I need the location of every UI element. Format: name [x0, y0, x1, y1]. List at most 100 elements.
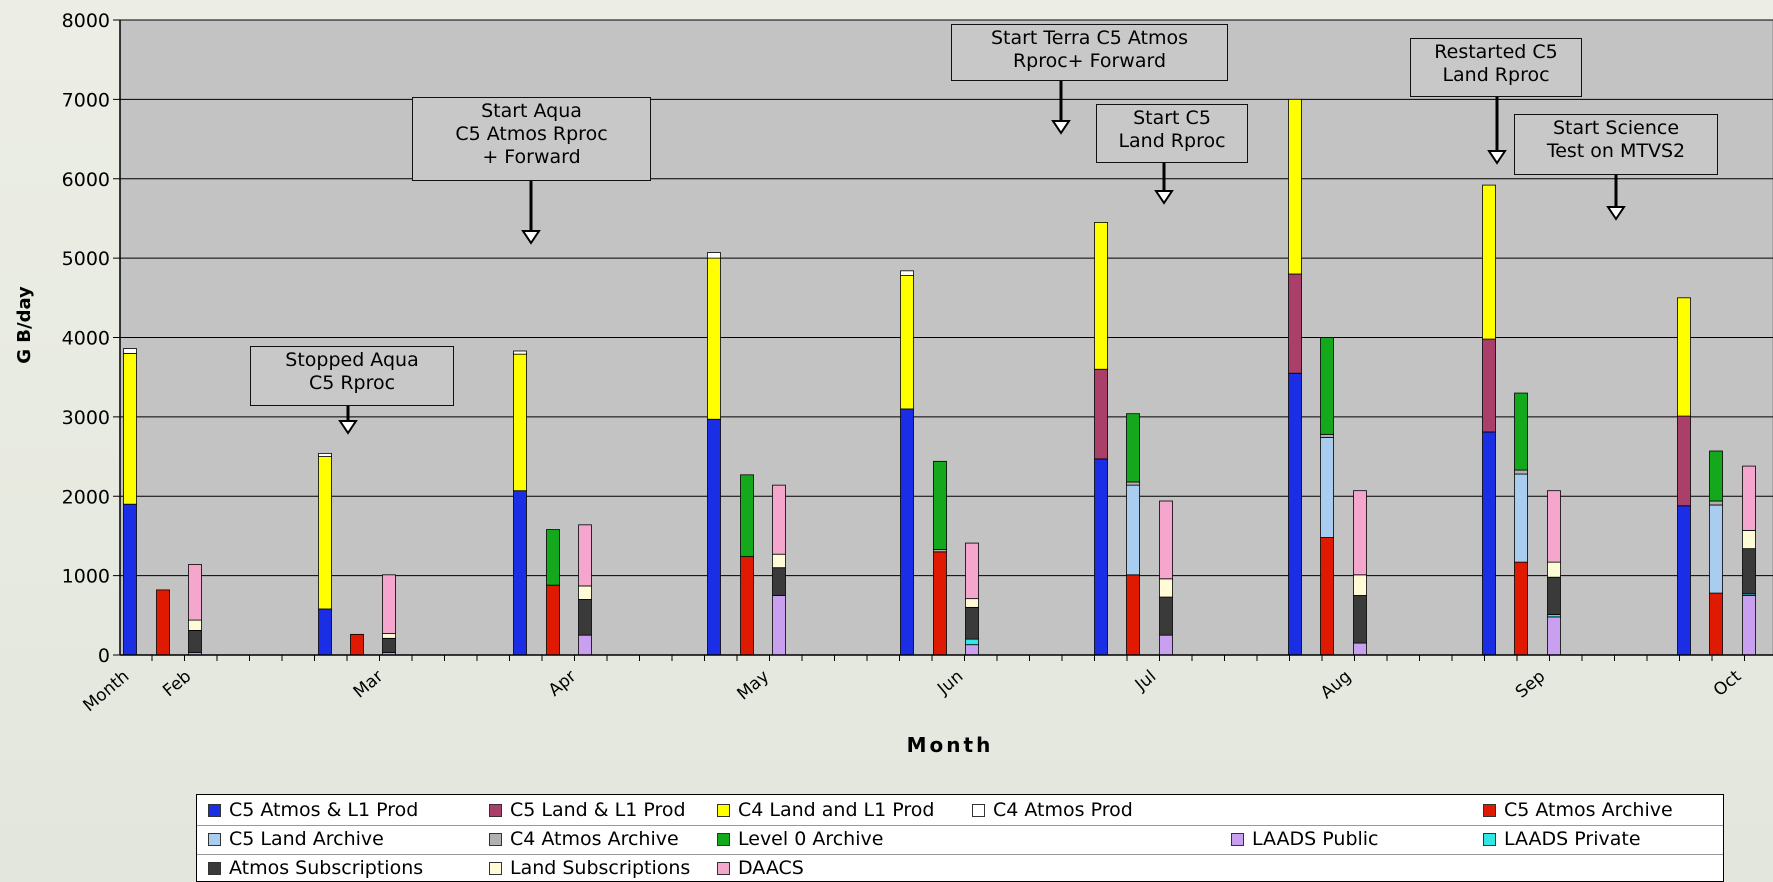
bar-feb-land-subscriptions [188, 619, 202, 631]
y-tick-label: 6000 [62, 169, 110, 191]
bar-sep-daacs [1547, 490, 1561, 563]
bar-oct-level-0-archive [1709, 450, 1723, 502]
bar-mar-c5-atmos-archive [350, 633, 364, 656]
bar-apr-land-subscriptions [578, 585, 592, 600]
bar-jun-daacs [965, 542, 979, 600]
y-tick-label: 2000 [62, 486, 110, 508]
y-axis-label: G B/day [14, 286, 35, 364]
bar-oct-laads-public [1742, 595, 1756, 656]
bar-mar-c4-land-and-l1-prod [318, 456, 332, 610]
x-tick-label: Jul [1131, 667, 1160, 696]
bar-sep-c5-atmos-archive [1514, 561, 1528, 656]
legend-swatch [1483, 832, 1496, 846]
legend-swatch [208, 832, 221, 846]
arrow-head [1606, 206, 1626, 221]
bar-feb-daacs [188, 564, 202, 621]
bar-apr-laads-public [578, 634, 592, 656]
bar-aug-c4-land-and-l1-prod [1288, 98, 1302, 275]
y-tick-label: 0 [98, 645, 110, 667]
legend-label: Land Subscriptions [510, 857, 691, 879]
bar-may-daacs [772, 484, 786, 555]
bar-may-level-0-archive [740, 474, 754, 557]
x-tick-label: Feb [159, 667, 195, 702]
legend-item-atmos-subscriptions: Atmos Subscriptions [208, 857, 423, 879]
bar-aug-daacs [1353, 490, 1367, 576]
bar-apr-c4-atmos-prod [513, 350, 527, 355]
bar-may-atmos-subscriptions [772, 567, 786, 596]
legend-item-c4-atmos-prod: C4 Atmos Prod [972, 799, 1133, 821]
legend-label: Atmos Subscriptions [229, 857, 424, 879]
legend-item-c5-atmos-archive: C5 Atmos Archive [1483, 799, 1673, 821]
bar-may-c5-atmos-and-l1-prod [707, 418, 721, 656]
bar-jun-c5-atmos-archive [933, 551, 947, 656]
x-tick-label: Oct [1710, 666, 1746, 700]
legend-swatch [717, 861, 730, 875]
axes [119, 20, 1773, 661]
bar-sep-c5-land-and-l1-prod [1482, 338, 1496, 433]
bar-apr-level-0-archive [546, 529, 560, 586]
bar-oct-c4-land-and-l1-prod [1677, 297, 1691, 417]
bar-sep-c4-atmos-archive [1514, 469, 1528, 475]
legend-swatch [489, 832, 502, 846]
legend-swatch [717, 803, 730, 817]
legend-item-c4-atmos-archive: C4 Atmos Archive [489, 828, 679, 850]
bar-sep-c5-atmos-and-l1-prod [1482, 431, 1496, 656]
bar-jul-c5-atmos-archive [1126, 574, 1140, 656]
bar-aug-laads-public [1353, 642, 1367, 656]
x-tick-label: Month [80, 667, 134, 717]
legend-item-c5-land-and-l1-prod: C5 Land & L1 Prod [489, 799, 686, 821]
bar-sep-land-subscriptions [1547, 561, 1561, 578]
bar-jun-atmos-subscriptions [965, 606, 979, 640]
bar-feb-c4-atmos-prod [123, 348, 137, 354]
annotation-restarted-c5: Restarted C5 Land Rproc [1410, 38, 1582, 97]
bar-jun-land-subscriptions [965, 598, 979, 608]
y-tick-label: 3000 [62, 407, 110, 429]
bar-may-laads-public [772, 595, 786, 656]
bar-jun-laads-private [965, 638, 979, 646]
arrow-head [1051, 120, 1071, 135]
bar-mar-atmos-subscriptions [382, 637, 396, 654]
annotation-start-aqua: Start Aqua C5 Atmos Rproc + Forward [412, 97, 651, 181]
y-tick-label: 4000 [62, 328, 110, 350]
bar-jul-level-0-archive [1126, 413, 1140, 483]
arrow-head [1154, 190, 1174, 205]
bar-mar-daacs [382, 574, 396, 634]
legend-label: C4 Atmos Prod [993, 799, 1133, 821]
bar-aug-c5-atmos-and-l1-prod [1288, 372, 1302, 656]
bar-oct-c5-land-and-l1-prod [1677, 415, 1691, 507]
bar-jul-c5-land-archive [1126, 484, 1140, 576]
bar-jul-c5-atmos-and-l1-prod [1094, 458, 1108, 656]
legend-label: Level 0 Archive [738, 828, 884, 850]
bar-oct-c5-atmos-archive [1709, 592, 1723, 656]
bar-aug-atmos-subscriptions [1353, 595, 1367, 644]
bar-feb-c4-land-and-l1-prod [123, 352, 137, 505]
bar-sep-level-0-archive [1514, 392, 1528, 471]
legend-label: C5 Atmos Archive [1504, 799, 1673, 821]
bar-feb-c5-atmos-and-l1-prod [123, 503, 137, 656]
legend-swatch [717, 832, 730, 846]
legend-item-level-0-archive: Level 0 Archive [717, 828, 883, 850]
bar-sep-c5-land-archive [1514, 473, 1528, 563]
bar-may-c4-atmos-prod [707, 252, 721, 259]
bar-sep-atmos-subscriptions [1547, 576, 1561, 615]
legend-label: C5 Land Archive [229, 828, 384, 850]
x-tick-label: Apr [545, 667, 580, 701]
bar-sep-c4-land-and-l1-prod [1482, 184, 1496, 340]
annotation-arrows [338, 81, 1626, 435]
bar-may-c5-atmos-archive [740, 556, 754, 656]
x-tick-label: May [733, 667, 773, 705]
annotation-stopped-aqua: Stopped Aqua C5 Rproc [250, 346, 454, 406]
legend-item-c5-atmos-and-l1-prod: C5 Atmos & L1 Prod [208, 799, 418, 821]
bar-may-land-subscriptions [772, 553, 786, 569]
legend-swatch [1483, 803, 1496, 817]
bar-apr-c5-atmos-archive [546, 584, 560, 656]
arrow-head [338, 420, 358, 435]
x-axis-label: Month [907, 733, 994, 757]
bar-jul-atmos-subscriptions [1159, 596, 1173, 636]
legend-label: C5 Land & L1 Prod [510, 799, 686, 821]
arrow-head [1487, 150, 1507, 165]
bar-mar-land-subscriptions [382, 633, 396, 639]
legend-item-c5-land-archive: C5 Land Archive [208, 828, 384, 850]
bar-mar-c4-atmos-prod [318, 452, 332, 457]
legend-label: LAADS Private [1504, 828, 1641, 850]
